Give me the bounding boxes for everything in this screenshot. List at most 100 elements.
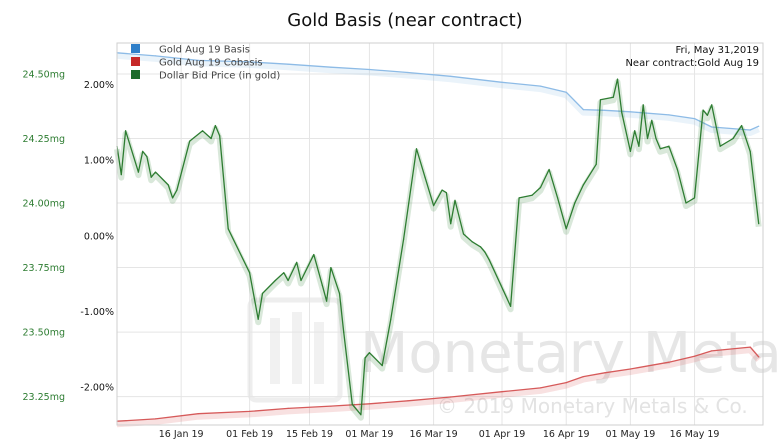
series-2-point-12 [202,130,204,132]
annotation-date: Fri, May 31,2019 [676,45,759,56]
series-2-point-45 [462,233,465,235]
series-2-point-65 [634,130,636,132]
legend-swatch-0 [131,44,140,53]
left-tick-label-1: 24.25mg [23,134,65,145]
x-tick-label-0: 16 Jan 19 [159,429,204,440]
series-1-point-7 [407,400,409,402]
series-0-point-18 [749,129,751,131]
series-0-point-15 [668,114,670,116]
right-tick-label-3: -1.00% [80,307,114,318]
series-1-point-12 [582,376,584,378]
series-2-point-1 [120,174,122,176]
series-2-point-38 [415,148,418,150]
series-2-point-52 [531,194,533,196]
series-2-point-41 [441,189,443,191]
series-2-point-64 [629,150,632,152]
legend-label-0: Gold Aug 19 Basis [159,45,250,56]
series-2-point-19 [261,292,264,294]
series-2-point-51 [518,197,520,199]
series-2-point-40 [433,205,435,207]
series-0-point-6 [368,68,370,71]
series-2-point-8 [167,184,169,186]
series-2-point-22 [287,279,289,282]
series-2-point-60 [599,99,602,101]
x-tick-label-3: 01 Mar 19 [345,429,393,440]
series-0-point-8 [450,75,452,77]
right-tick-label-4: -2.00% [80,383,114,394]
series-2-point-50 [510,305,512,307]
series-0-point-7 [407,71,409,74]
series-0-point-10 [539,85,542,87]
series-2-point-80 [732,137,734,140]
series-2-point-70 [655,137,657,140]
right-axis: 2.00% 1.00% 0.00% -1.00% -2.00% [80,80,114,394]
series-0-point-9 [501,81,503,83]
x-tick-label-6: 16 Apr 19 [543,429,590,440]
series-1-line [116,346,760,422]
series-0-point-13 [604,109,606,111]
left-tick-label-5: 23.25mg [23,392,65,403]
series-2-point-18 [257,318,259,320]
series-2-point-76 [702,109,704,111]
series-2-point-31 [351,403,353,405]
series-0-point-19 [758,125,760,127]
legend-label-2: Dollar Bid Price (in gold) [159,71,280,82]
series-0-point-17 [711,126,713,128]
series-2-point-10 [176,189,178,191]
series-1-point-2 [197,413,199,415]
left-tick-label-0: 24.50mg [23,69,65,80]
series-2-point-15 [219,135,221,137]
series-0-point-4 [287,63,289,65]
series-2-point-6 [150,176,152,178]
series-2-point-35 [381,365,383,367]
chart-title: Gold Basis (near contract) [287,10,522,31]
series-1-point-17 [711,350,713,352]
right-tick-label-1: 1.00% [84,156,114,167]
series-2-point-13 [210,137,212,140]
series-2-point-57 [574,202,576,204]
series-2-point-48 [484,251,486,253]
series-2-point-77 [706,114,709,116]
series-2-point-23 [296,261,298,263]
series-2-point-28 [330,267,332,269]
series-2-point-67 [642,104,644,106]
series-2-point-30 [343,331,345,333]
series-2-point-2 [125,130,127,132]
series-2-point-71 [659,148,661,150]
series-2-point-66 [638,145,640,147]
x-tick-label-2: 15 Feb 19 [286,429,333,440]
series-2-point-20 [274,279,276,282]
series-2-point-59 [595,163,597,165]
watermark-logo [247,297,343,403]
series-2-point-58 [582,184,584,186]
series-2-point-7 [154,171,157,173]
x-tick-label-5: 01 Apr 19 [479,429,526,440]
series-0-line [116,52,759,131]
series-2-point-42 [445,192,447,194]
series-2-point-43 [450,223,452,225]
series-1-point-3 [249,410,251,412]
series-2-point-32 [360,414,362,416]
series-2-point-29 [338,292,341,294]
series-2-point-4 [142,150,144,152]
legend-swatch-1 [131,57,140,66]
series-1-point-19 [758,356,760,358]
right-tick-label-2: 0.00% [84,231,114,242]
series-2-point-16 [227,228,229,230]
x-tick-label-8: 16 May 19 [670,429,720,440]
series-1-point-8 [450,396,452,398]
series-2-point-37 [403,238,405,240]
series-2-point-17 [249,272,251,274]
series-2-point-3 [137,171,139,173]
series-2-point-82 [749,150,751,152]
legend-swatch-2 [131,70,140,79]
plot-frame [116,42,764,426]
series-2-point-79 [719,145,721,147]
series-1-point-18 [749,346,751,348]
x-tick-label-1: 01 Feb 19 [226,429,273,440]
series-2-point-11 [189,140,191,142]
series-1-shadow [116,347,761,428]
series-2-point-34 [368,352,370,354]
series-2-point-9 [172,197,174,199]
series-0-shadow [116,52,760,136]
